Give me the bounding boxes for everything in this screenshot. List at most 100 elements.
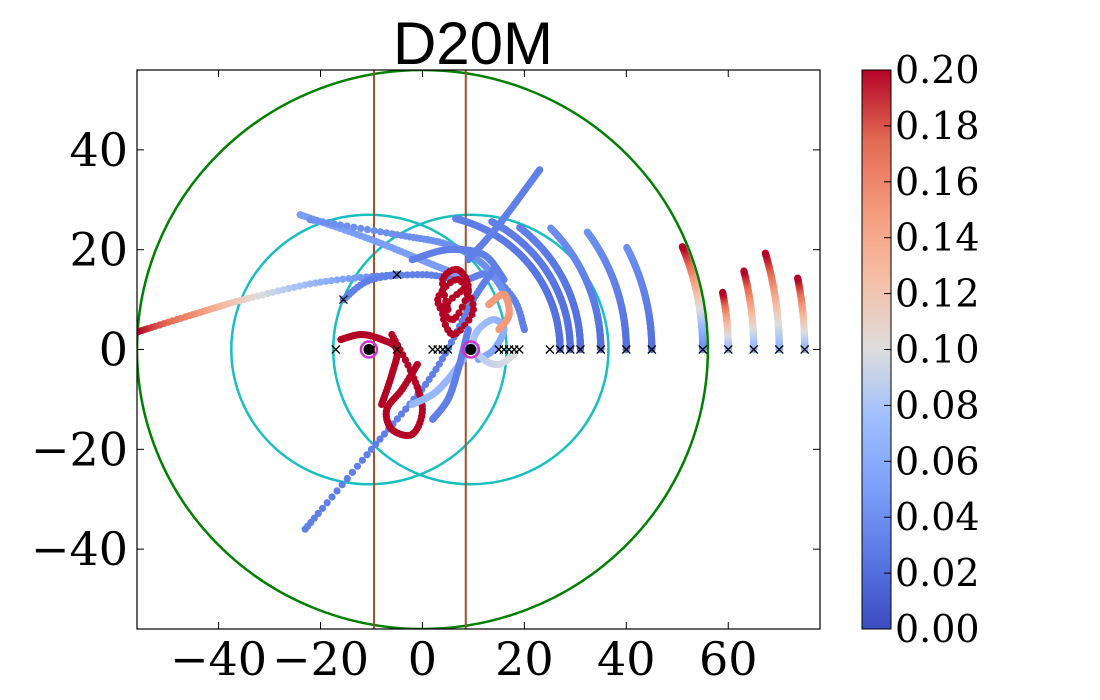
data-point (318, 504, 327, 512)
data-point (336, 221, 345, 229)
data-point (469, 300, 477, 308)
data-point (327, 276, 335, 285)
data-point (338, 481, 346, 489)
series-arc-r60 (719, 288, 732, 354)
x-tick-label: 0 (408, 632, 437, 686)
y-tick-label: −40 (31, 522, 128, 576)
data-point (376, 228, 385, 236)
series-diag-up (464, 166, 544, 264)
data-point (382, 229, 391, 237)
x-tick-label: −20 (272, 632, 369, 686)
start-marker (774, 345, 784, 354)
x-tick-label: 60 (699, 632, 758, 686)
data-point (137, 328, 141, 336)
data-point (397, 410, 406, 418)
data-point (461, 297, 469, 305)
data-point (381, 273, 389, 281)
data-point (465, 316, 473, 324)
secondary-body (465, 344, 477, 355)
series-arc-up-right (408, 245, 508, 284)
start-marker (514, 345, 524, 354)
outer-boundary-circle (137, 70, 710, 629)
data-point (353, 462, 362, 470)
y-axis: −40 −20 0 20 40 (31, 123, 820, 576)
data-point (719, 288, 727, 296)
y-tick-label: 20 (69, 223, 128, 277)
start-marker (749, 345, 759, 354)
data-point (439, 315, 448, 323)
series-arc-r55 (678, 243, 707, 354)
data-point (458, 303, 466, 311)
reference-circles (137, 70, 710, 629)
data-point (393, 415, 401, 423)
data-point (438, 355, 447, 363)
data-point (295, 282, 304, 290)
series-arc-r70 (761, 249, 783, 354)
colorbar-tick-label: 0.00 (895, 607, 980, 651)
x-tick-label: −40 (170, 632, 267, 686)
colorbar-tick-label: 0.04 (895, 495, 980, 539)
start-marker (565, 345, 575, 354)
start-marker (621, 345, 631, 354)
data-point (387, 272, 395, 280)
data-point (500, 276, 508, 284)
data-point (380, 430, 388, 438)
trajectory-series (137, 166, 809, 533)
series-left-spiral (337, 330, 401, 409)
data-point (290, 283, 298, 291)
data-point (319, 218, 327, 226)
series-arc-r26 (452, 215, 564, 354)
data-point (370, 227, 378, 235)
y-tick-label: −20 (31, 422, 128, 476)
series-arc-r65 (740, 267, 758, 354)
data-point (421, 380, 430, 388)
series-arc-r35 (547, 224, 605, 354)
data-point (583, 228, 591, 236)
data-point (794, 274, 802, 282)
data-point (323, 499, 331, 507)
x-tick-label: 40 (597, 632, 656, 686)
data-point (310, 514, 318, 522)
start-marker (723, 345, 733, 354)
data-point (333, 276, 341, 284)
colorbar-tick-label: 0.08 (895, 383, 980, 427)
start-marker (800, 345, 810, 354)
x-axis: −40 −20 0 20 40 60 (170, 70, 758, 686)
data-point (623, 243, 631, 252)
data-point (343, 474, 351, 483)
series-inner-swirl (434, 265, 478, 339)
data-point (402, 405, 410, 413)
data-point (378, 400, 386, 409)
start-marker (392, 345, 402, 354)
series-escape-left (137, 271, 401, 336)
data-point (314, 509, 322, 518)
colorbar-tick-label: 0.02 (895, 551, 980, 595)
data-point (432, 365, 440, 373)
data-point (324, 219, 332, 227)
start-marker (575, 345, 585, 354)
data-point (357, 224, 365, 232)
start-marker (545, 345, 555, 354)
series-right-hook (485, 290, 513, 334)
colorbar-tick-label: 0.20 (895, 48, 980, 92)
series-arc-r29 (488, 218, 574, 354)
data-point (761, 249, 770, 257)
y-tick-label: 0 (99, 323, 128, 377)
data-point (678, 243, 686, 251)
data-point (429, 415, 437, 423)
data-point (536, 166, 544, 174)
series-arc-r31 (516, 223, 585, 354)
data-point (547, 224, 555, 232)
series-arc-r75 (794, 274, 809, 354)
colorbar-tick-label: 0.18 (895, 104, 980, 148)
data-point (351, 274, 359, 282)
data-point (372, 440, 380, 448)
data-point (363, 225, 372, 234)
data-point (413, 360, 421, 369)
secondary-sphere-circle (331, 213, 610, 486)
data-point (363, 451, 371, 459)
series-lower-loop (382, 330, 427, 440)
colorbar-tick-label: 0.16 (895, 160, 980, 204)
data-point (495, 325, 503, 334)
start-marker (443, 345, 453, 354)
